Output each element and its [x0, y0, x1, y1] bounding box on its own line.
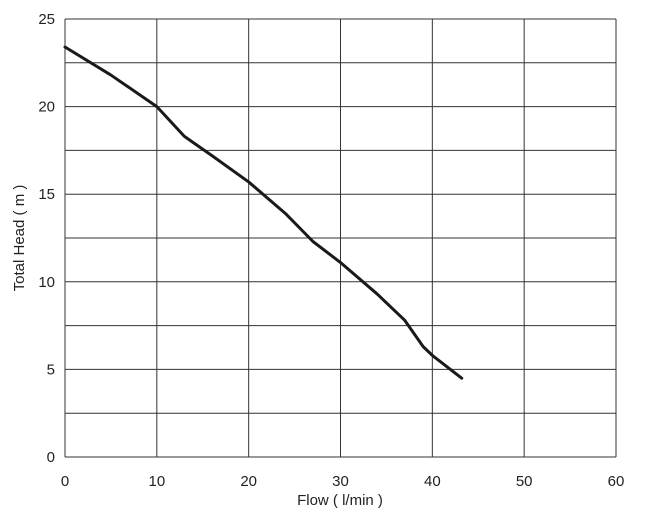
y-tick-label: 20 — [38, 99, 55, 116]
y-tick-label: 25 — [38, 11, 55, 28]
y-tick-label: 0 — [47, 449, 55, 466]
x-axis-label: Flow ( l/min ) — [297, 492, 383, 509]
x-tick-label: 60 — [608, 473, 625, 490]
x-tick-label: 30 — [332, 473, 349, 490]
y-tick-label: 15 — [38, 186, 55, 203]
x-tick-label: 10 — [148, 473, 165, 490]
x-tick-label: 20 — [240, 473, 257, 490]
y-tick-label: 10 — [38, 274, 55, 291]
data-line — [63, 45, 464, 380]
x-tick-label: 40 — [424, 473, 441, 490]
x-tick-label: 0 — [61, 473, 69, 490]
x-tick-label: 50 — [516, 473, 533, 490]
y-axis-label: Total Head ( m ) — [11, 185, 28, 292]
y-tick-label: 5 — [47, 361, 55, 378]
